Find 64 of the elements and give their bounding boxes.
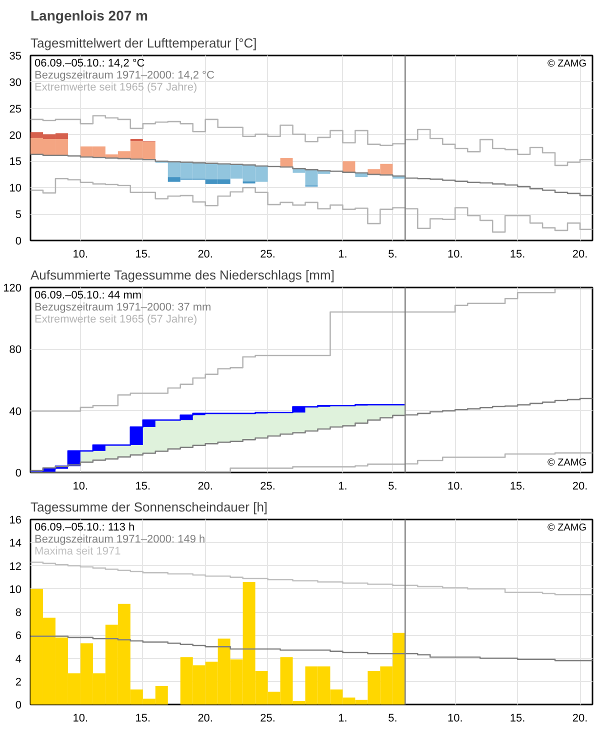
y-tick-label: 20 (9, 130, 22, 142)
y-tick-label: 8 (15, 607, 22, 619)
y-tick-label: 12 (9, 560, 22, 573)
chart-subtitle: Aufsummierte Tagessumme des Niederschlags [mm] (30, 268, 334, 282)
x-tick-label: 5. (388, 248, 398, 260)
annotation: © ZAMG (547, 58, 587, 70)
x-tick-label: 10. (72, 248, 88, 260)
y-tick-label: 120 (3, 282, 22, 294)
y-tick-label: 15 (9, 156, 22, 168)
x-tick-label: 1. (338, 712, 348, 724)
y-tick-label: 40 (9, 406, 22, 418)
x-tick-label: 25. (260, 480, 276, 492)
y-tick-label: 5 (15, 209, 22, 222)
y-tick-label: 14 (9, 538, 22, 550)
x-tick-label: 20. (198, 712, 213, 724)
x-tick-label: 5. (388, 712, 398, 724)
x-tick-label: 10. (447, 712, 463, 724)
x-tick-label: 20. (198, 248, 213, 260)
text: Bezugszeitraum 1971–2000: 149 h (34, 534, 206, 546)
x-tick-label: 10. (72, 480, 88, 492)
annotation: 06.09.–05.10.: 44 mm (34, 290, 142, 302)
x-tick-label: 1. (338, 480, 348, 492)
x-tick-label: 25. (260, 712, 276, 724)
x-tick-label: 20. (198, 480, 213, 492)
x-tick-label: 20. (572, 712, 588, 724)
x-tick-label: 15. (510, 248, 526, 260)
x-tick-label: 10. (447, 480, 463, 492)
x-tick-label: 5. (388, 480, 398, 492)
x-tick-label: 15. (135, 480, 151, 492)
annotation: 06.09.–05.10.: 14,2 °C (34, 58, 145, 70)
series-label: Maxima seit 1971 (34, 546, 121, 558)
x-tick-label: 25. (260, 248, 276, 260)
annotation: © ZAMG (547, 522, 587, 534)
annotation: © ZAMG (547, 458, 587, 468)
x-tick-label: 10. (447, 248, 463, 260)
x-tick-label: 15. (135, 248, 151, 260)
x-tick-label: 15. (510, 712, 526, 724)
annotation: 06.09.–05.10.: 113 h (34, 522, 135, 534)
y-tick-label: 35 (9, 50, 22, 62)
y-tick-label: 25 (9, 103, 22, 116)
x-tick-label: 10. (72, 712, 88, 724)
y-tick-label: 4 (15, 653, 22, 666)
y-tick-label: 0 (15, 700, 22, 712)
text: Extremwerte seit 1965 (57 Jahre) (34, 82, 198, 94)
text: Bezugszeitraum 1971–2000: 37 mm (34, 302, 212, 314)
y-tick-label: 2 (15, 676, 22, 688)
y-tick-label: 10 (9, 584, 22, 596)
y-tick-label: 6 (15, 630, 22, 642)
text: Bezugszeitraum 1971–2000: 14,2 °C (34, 70, 214, 82)
y-tick-label: 0 (15, 468, 22, 480)
x-tick-label: 1. (338, 248, 348, 260)
y-tick-label: 10 (9, 182, 22, 195)
y-tick-label: 16 (9, 514, 22, 526)
x-tick-label: 15. (135, 712, 151, 724)
chart-subtitle: Tagesmittelwert der Lufttemperatur [°C] (30, 36, 257, 50)
y-tick-label: 30 (9, 76, 22, 89)
chart-title: Langenlois 207 m (30, 8, 148, 24)
chart-subtitle: Tagessumme der Sonnenscheindauer [h] (30, 500, 268, 514)
y-tick-label: 80 (9, 344, 22, 356)
x-tick-label: 15. (510, 480, 526, 492)
text: Extremwerte seit 1965 (57 Jahre) (34, 314, 198, 326)
x-tick-label: 20. (572, 248, 588, 260)
y-tick-label: 0 (15, 236, 22, 248)
x-tick-label: 20. (572, 480, 588, 492)
